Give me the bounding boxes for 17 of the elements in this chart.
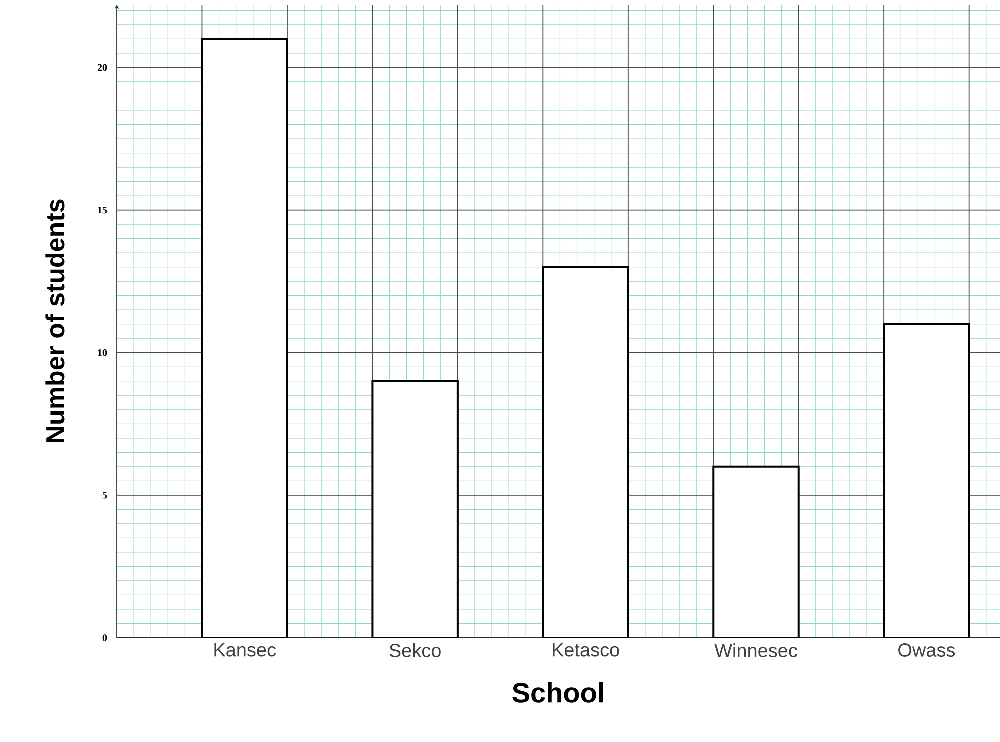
bar [372, 380, 459, 638]
y-axis-title: Number of students [46, 200, 65, 443]
x-tick-label: Owass [898, 644, 956, 657]
y-tick-label: 0 [102, 634, 108, 642]
y-tick-label: 5 [102, 492, 108, 499]
bar [542, 266, 630, 638]
y-tick-label: 15 [98, 206, 108, 214]
x-tick-label: Kansec [214, 644, 276, 657]
x-tick-label: Ketasco [553, 644, 620, 657]
x-tick-label: Sekco [390, 644, 441, 658]
bar [201, 38, 288, 638]
x-tick-label: Winnesec [714, 644, 798, 658]
y-tick-label: 20 [98, 64, 108, 72]
bar [883, 323, 970, 638]
x-axis-title: School [512, 682, 604, 703]
y-tick-label: 10 [98, 349, 108, 356]
bar [712, 466, 800, 638]
